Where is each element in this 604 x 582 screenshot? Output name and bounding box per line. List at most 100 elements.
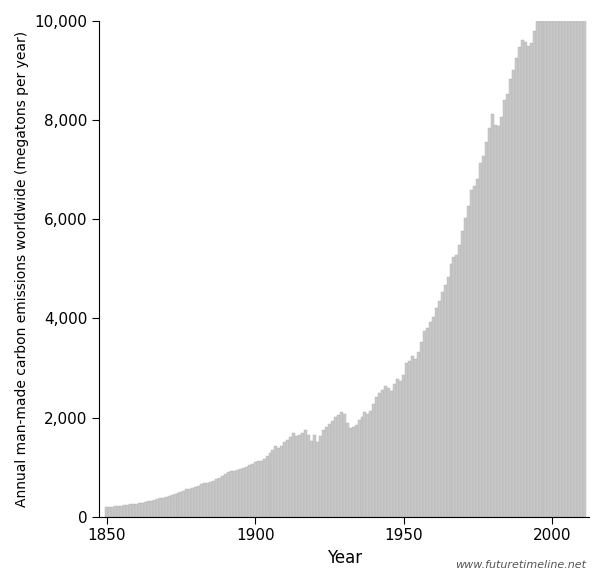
Bar bbox=[292, 433, 295, 517]
Bar bbox=[536, 20, 539, 517]
Bar bbox=[527, 46, 530, 517]
Bar bbox=[266, 456, 269, 517]
Bar bbox=[120, 506, 123, 517]
Bar bbox=[165, 497, 168, 517]
Bar bbox=[280, 446, 283, 517]
Bar bbox=[542, 0, 544, 517]
Bar bbox=[310, 441, 313, 517]
Bar bbox=[135, 503, 138, 517]
Bar bbox=[111, 506, 114, 517]
Bar bbox=[455, 255, 458, 517]
Bar bbox=[269, 453, 271, 517]
Bar bbox=[562, 0, 565, 517]
Bar bbox=[105, 507, 108, 517]
Bar bbox=[173, 494, 176, 517]
Bar bbox=[574, 0, 577, 517]
Bar bbox=[503, 100, 506, 517]
Bar bbox=[319, 436, 322, 517]
Bar bbox=[316, 442, 319, 517]
Bar bbox=[114, 506, 117, 517]
Bar bbox=[364, 413, 367, 517]
Bar bbox=[533, 31, 536, 517]
Bar bbox=[432, 317, 435, 517]
Bar bbox=[191, 488, 194, 517]
Bar bbox=[438, 301, 441, 517]
Bar bbox=[580, 0, 583, 517]
Bar bbox=[339, 411, 342, 517]
Bar bbox=[521, 40, 524, 517]
Bar bbox=[298, 435, 301, 517]
Bar bbox=[156, 499, 159, 517]
Bar bbox=[179, 492, 182, 517]
Bar bbox=[328, 424, 331, 517]
Bar bbox=[198, 485, 201, 517]
Bar bbox=[352, 427, 355, 517]
Bar bbox=[170, 495, 173, 517]
Bar bbox=[289, 437, 292, 517]
Bar bbox=[515, 58, 518, 517]
Bar bbox=[254, 462, 257, 517]
Bar bbox=[435, 308, 438, 517]
Bar bbox=[162, 498, 165, 517]
Bar bbox=[399, 381, 402, 517]
Bar bbox=[230, 471, 233, 517]
Bar bbox=[239, 469, 242, 517]
Bar bbox=[150, 501, 153, 517]
Bar bbox=[227, 473, 230, 517]
Bar bbox=[176, 493, 179, 517]
Bar bbox=[378, 393, 381, 517]
Bar bbox=[334, 417, 337, 517]
Bar bbox=[153, 500, 156, 517]
Bar bbox=[337, 415, 339, 517]
Bar bbox=[361, 417, 364, 517]
Bar bbox=[390, 391, 393, 517]
Bar bbox=[188, 488, 191, 517]
Bar bbox=[257, 461, 260, 517]
Bar bbox=[420, 342, 423, 517]
Bar bbox=[168, 496, 170, 517]
Bar bbox=[201, 484, 203, 517]
Bar bbox=[248, 466, 251, 517]
Bar bbox=[556, 0, 559, 517]
Bar bbox=[539, 6, 542, 517]
Bar bbox=[224, 474, 227, 517]
Bar bbox=[138, 503, 141, 517]
Bar bbox=[263, 459, 266, 517]
Bar bbox=[443, 285, 446, 517]
Bar bbox=[325, 427, 328, 517]
Bar bbox=[518, 47, 521, 517]
Bar bbox=[500, 117, 503, 517]
Bar bbox=[242, 468, 245, 517]
Bar bbox=[129, 505, 132, 517]
Bar bbox=[488, 128, 491, 517]
Bar bbox=[307, 435, 310, 517]
Bar bbox=[313, 435, 316, 517]
Bar bbox=[547, 6, 550, 517]
Bar bbox=[458, 244, 461, 517]
Bar bbox=[233, 471, 236, 517]
Bar bbox=[553, 0, 556, 517]
Bar bbox=[182, 491, 185, 517]
Bar bbox=[370, 410, 373, 517]
Bar bbox=[544, 5, 547, 517]
Bar bbox=[509, 79, 512, 517]
Bar bbox=[405, 363, 408, 517]
Bar bbox=[283, 442, 286, 517]
Bar bbox=[236, 470, 239, 517]
Bar bbox=[381, 389, 384, 517]
Bar bbox=[512, 70, 515, 517]
Bar bbox=[393, 384, 396, 517]
Bar bbox=[497, 126, 500, 517]
Bar bbox=[565, 0, 568, 517]
Bar bbox=[396, 379, 399, 517]
Bar bbox=[277, 448, 280, 517]
Bar bbox=[342, 414, 345, 517]
Bar bbox=[402, 375, 405, 517]
Bar bbox=[245, 467, 248, 517]
Bar bbox=[331, 421, 334, 517]
Bar bbox=[467, 205, 471, 517]
Bar bbox=[375, 396, 378, 517]
Bar bbox=[524, 41, 527, 517]
Bar bbox=[423, 331, 426, 517]
Bar bbox=[479, 163, 482, 517]
